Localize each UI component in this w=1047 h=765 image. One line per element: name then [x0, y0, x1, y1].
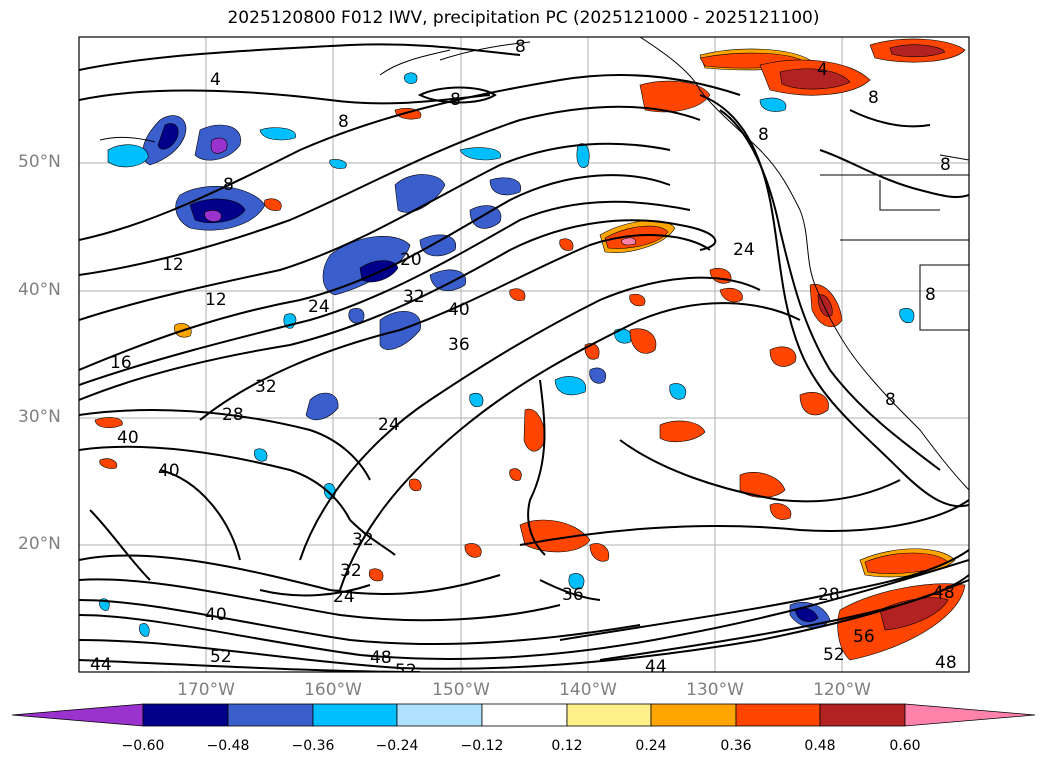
- lon-label: 130°W: [686, 680, 744, 700]
- contour-label: 8: [758, 125, 769, 145]
- contour-label: 8: [885, 390, 896, 410]
- contour-label: 48: [933, 583, 955, 603]
- map-title: 2025120800 F012 IWV, precipitation PC (2…: [227, 8, 820, 28]
- contour-label: 12: [205, 290, 227, 310]
- coastline: [99, 37, 969, 491]
- colorbar-segment: [819, 703, 906, 727]
- colorbar-segment: [396, 703, 483, 727]
- contour-label: 32: [352, 530, 374, 550]
- contour-label: 4: [817, 60, 828, 80]
- contour-label: 40: [448, 300, 470, 320]
- colorbar-segment: [650, 703, 737, 727]
- contour-label: 24: [333, 587, 355, 607]
- lat-label: 30°N: [18, 407, 61, 427]
- contour-label: 12: [162, 255, 184, 275]
- colorbar-tick-label: 0.48: [804, 738, 836, 754]
- contour-label: 28: [222, 405, 244, 425]
- contour-label: 24: [308, 297, 330, 317]
- colorbar: [11, 703, 1036, 727]
- colorbar-tick-label: −0.48: [206, 738, 250, 754]
- colorbar-tick-label: 0.12: [551, 738, 583, 754]
- colorbar-tick-label: 0.60: [889, 738, 921, 754]
- contour-label: 44: [645, 657, 667, 677]
- colorbar-segment: [481, 703, 568, 727]
- lon-label: 150°W: [432, 680, 490, 700]
- colorbar-tick-label: −0.36: [291, 738, 335, 754]
- lon-label: 160°W: [304, 680, 362, 700]
- negative-precip-areas: [99, 72, 915, 637]
- colorbar-tick-label: −0.24: [375, 738, 419, 754]
- contour-label: 52: [823, 645, 845, 665]
- contour-label: 8: [450, 90, 461, 110]
- lat-label: 50°N: [18, 152, 61, 172]
- contour-label: 8: [940, 155, 951, 175]
- contour-label: 8: [223, 175, 234, 195]
- contour-label: 40: [117, 428, 139, 448]
- plot-frame: [78, 36, 970, 673]
- colorbar-extend-right: [904, 703, 1036, 727]
- contour-label: 8: [515, 37, 526, 57]
- colorbar-tick-label: 0.24: [635, 738, 667, 754]
- contour-labels: 4 8 8 8 8 8 4 8 12 12 16 20 24 24 28 32 …: [90, 37, 957, 681]
- contour-label: 36: [562, 585, 584, 605]
- contour-label: 40: [205, 605, 227, 625]
- contour-label: 16: [110, 353, 132, 373]
- colorbar-tick-label: 0.36: [720, 738, 752, 754]
- contour-label: 8: [338, 112, 349, 132]
- contour-label: 24: [733, 240, 755, 260]
- contour-label: 48: [935, 653, 957, 673]
- contour-label: 8: [868, 88, 879, 108]
- lat-label: 20°N: [18, 534, 61, 554]
- colorbar-tick-label: −0.60: [121, 738, 165, 754]
- colorbar-segment: [142, 703, 229, 727]
- contour-label: 36: [448, 335, 470, 355]
- lon-label: 140°W: [559, 680, 617, 700]
- contour-label: 56: [853, 627, 875, 647]
- contour-label: 44: [90, 655, 112, 675]
- lat-label: 40°N: [18, 280, 61, 300]
- contour-label: 32: [403, 287, 425, 307]
- contour-label: 28: [818, 585, 840, 605]
- lon-label: 170°W: [177, 680, 235, 700]
- colorbar-tick-label: −0.12: [460, 738, 504, 754]
- contour-label: 52: [210, 647, 232, 667]
- lon-label: 120°W: [813, 680, 871, 700]
- contour-label: 24: [378, 415, 400, 435]
- colorbar-segment: [227, 703, 314, 727]
- contour-label: 20: [400, 250, 422, 270]
- colorbar-segment: [735, 703, 821, 727]
- contour-label: 32: [340, 561, 362, 581]
- contour-label: 32: [255, 377, 277, 397]
- iwv-contours: [79, 43, 969, 672]
- contour-label: 4: [210, 70, 221, 90]
- contour-label: 8: [925, 285, 936, 305]
- colorbar-segment: [566, 703, 652, 727]
- contour-label: 48: [370, 648, 392, 668]
- contour-label: 52: [395, 661, 417, 681]
- colorbar-extend-left: [11, 703, 144, 727]
- contour-label: 40: [158, 461, 180, 481]
- colorbar-segment: [312, 703, 398, 727]
